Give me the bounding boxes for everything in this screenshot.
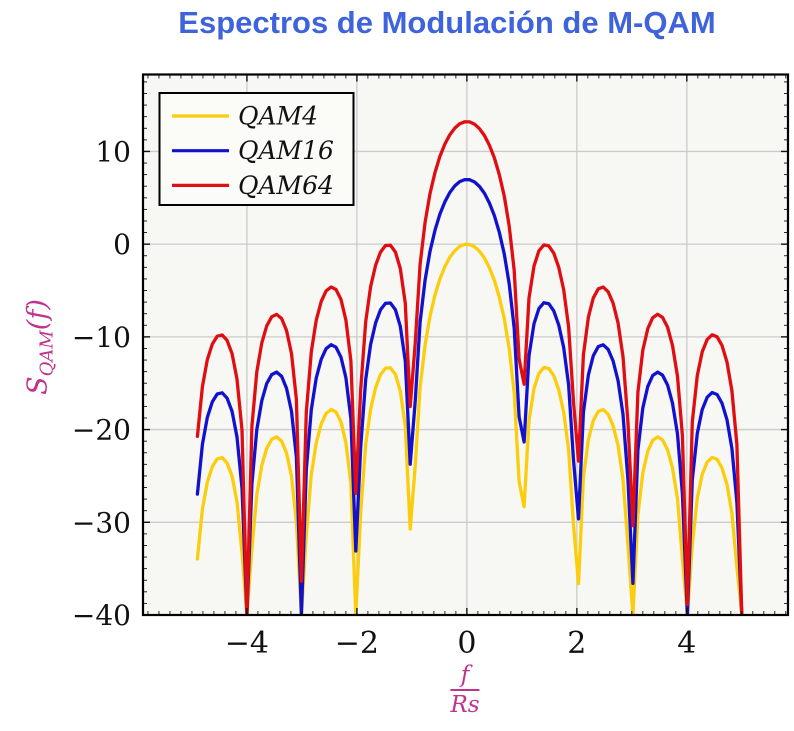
svg-text:−40: −40 — [72, 599, 131, 632]
svg-text:4: 4 — [677, 626, 696, 661]
chart-title: Espectros de Modulación de M-QAM — [178, 5, 716, 40]
svg-text:−4: −4 — [225, 626, 269, 661]
x-axis-label: f Rs — [450, 662, 479, 719]
svg-text:0: 0 — [113, 228, 131, 261]
series-curves — [195, 120, 744, 615]
x-tick-labels: −4 −2 0 2 4 — [225, 626, 697, 661]
x-label-denominator: Rs — [450, 692, 480, 719]
svg-text:−20: −20 — [72, 414, 131, 447]
svg-text:−30: −30 — [72, 506, 131, 539]
legend-label-QAM64: QAM64 — [238, 171, 334, 200]
y-tick-labels: 10 0 −10 −20 −30 −40 — [72, 135, 131, 632]
svg-text:0: 0 — [457, 626, 476, 661]
legend: QAM4 QAM16 QAM64 — [158, 92, 355, 206]
svg-text:10: 10 — [95, 135, 131, 168]
legend-label-QAM4: QAM4 — [238, 102, 318, 131]
curve-QAM4 — [195, 242, 744, 615]
plot-border — [141, 73, 790, 617]
legend-label-QAM16: QAM16 — [238, 136, 334, 165]
svg-text:−10: −10 — [72, 321, 131, 354]
x-label-numerator: f — [450, 662, 480, 692]
svg-text:2: 2 — [567, 626, 586, 661]
svg-text:−2: −2 — [335, 626, 379, 661]
curve-QAM16 — [195, 177, 744, 615]
curve-QAM64 — [195, 120, 744, 615]
